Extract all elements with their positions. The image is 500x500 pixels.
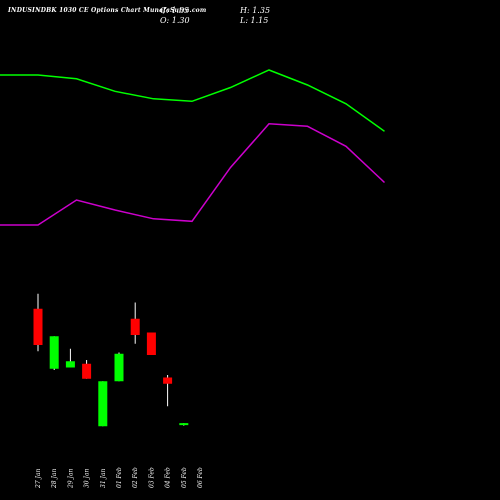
candle-body xyxy=(163,377,173,384)
candle-body xyxy=(130,318,140,335)
x-tick-label: 27 Jan xyxy=(35,468,42,489)
x-tick-label: 05 Feb xyxy=(181,467,188,488)
chart-title: INDUSINDBK 1030 CE Options Chart MunafaS… xyxy=(8,7,207,14)
x-tick-label: 29 Jan xyxy=(67,468,74,489)
open-value: O: 1.30 xyxy=(160,16,190,25)
candle-body xyxy=(179,423,189,426)
x-tick-label: 30 Jan xyxy=(84,468,91,488)
x-tick-label: 06 Feb xyxy=(197,467,204,488)
high-value: H: 1.35 xyxy=(240,6,271,15)
candle-body xyxy=(65,361,75,368)
candle-body xyxy=(82,363,92,379)
upper-band-line xyxy=(0,69,385,132)
x-tick-label: 31 Jan xyxy=(100,468,107,488)
close-value: C: 1.35 xyxy=(160,6,190,15)
x-tick-label: 03 Feb xyxy=(148,467,155,488)
candle-body xyxy=(114,353,124,382)
low-value: L: 1.15 xyxy=(240,16,269,25)
x-tick-label: 28 Jan xyxy=(51,468,58,489)
candle-body xyxy=(33,308,43,345)
x-tick-label: 02 Feb xyxy=(132,467,139,488)
candle-body xyxy=(146,332,156,355)
candle-body xyxy=(98,381,108,427)
candle-body xyxy=(49,336,59,369)
x-tick-label: 04 Feb xyxy=(165,467,172,488)
x-tick-label: 01 Feb xyxy=(116,467,123,488)
lower-band-line xyxy=(0,123,386,226)
